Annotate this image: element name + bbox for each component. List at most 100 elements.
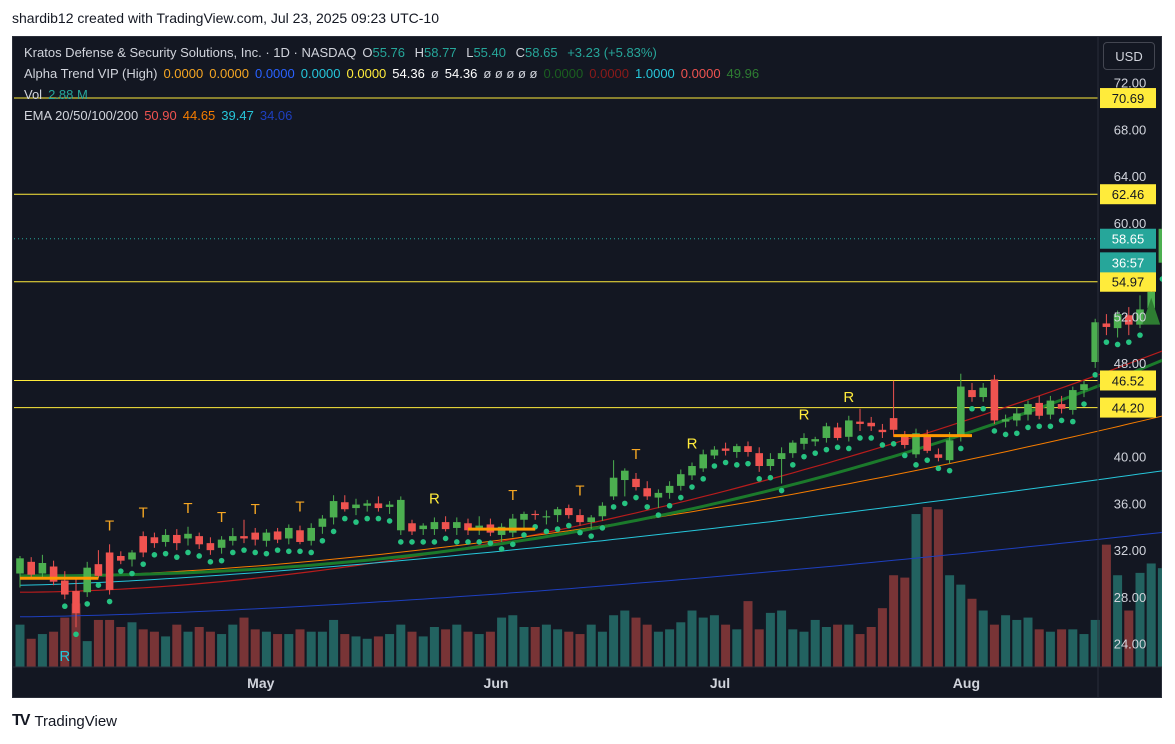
ema-value-1: 44.65 xyxy=(182,108,216,123)
trend-dot xyxy=(935,465,942,472)
symbol-name[interactable]: Kratos Defense & Security Solutions, Inc… xyxy=(24,45,357,60)
level-tag-label: 44.20 xyxy=(1112,401,1145,416)
candle-body xyxy=(430,522,439,530)
ema-20-line xyxy=(20,350,1162,593)
candle-body xyxy=(16,558,24,574)
candle-body xyxy=(195,536,203,545)
signal-label: T xyxy=(217,509,226,526)
trend-dot xyxy=(823,446,830,453)
volume-bar xyxy=(978,610,988,667)
candle-body xyxy=(105,552,114,590)
alpha-trend-value-2: 0.0000 xyxy=(254,66,295,81)
price-chart[interactable]: T T T T T T R T T T R R R R 24.00 28.00 32.00 36.00 40.00 4… xyxy=(12,36,1162,698)
trend-dot xyxy=(330,528,337,535)
candle-body xyxy=(721,448,730,451)
y-tick-label: 52.00 xyxy=(1114,309,1147,324)
candle-body xyxy=(49,566,58,582)
candle-body xyxy=(845,420,853,437)
candle-body xyxy=(352,504,360,509)
alpha-trend-value-5: 54.36 xyxy=(392,66,425,81)
tradingview-logo-icon: TV xyxy=(12,712,31,729)
volume-bar xyxy=(273,634,283,667)
level-tag xyxy=(1100,184,1156,205)
trend-dot xyxy=(1025,424,1031,431)
volume-bar xyxy=(329,619,339,667)
candle-body xyxy=(262,532,271,541)
trend-dot xyxy=(1092,372,1098,378)
tradingview-logo[interactable]: TV TradingView xyxy=(12,712,117,730)
y-tick-label: 72.00 xyxy=(1114,76,1147,91)
ohlc-open: O55.76 xyxy=(362,45,406,60)
volume-bar xyxy=(105,619,115,667)
trend-dot xyxy=(644,504,650,510)
trend-dot xyxy=(857,435,863,441)
volume-bar xyxy=(586,624,596,667)
candle-body xyxy=(1080,384,1088,391)
volume-bar xyxy=(743,601,753,667)
signal-label: T xyxy=(183,500,192,517)
volume-bar xyxy=(1079,634,1089,667)
candle-body xyxy=(139,536,147,553)
alpha-trend-value-6: ø xyxy=(430,66,439,81)
alpha-trend-value-10: 0.0000 xyxy=(589,66,630,81)
y-tick-label: 32.00 xyxy=(1114,543,1147,558)
trend-dot xyxy=(678,494,684,501)
candle-body xyxy=(632,478,640,488)
alpha-trend-value-8: ø ø ø ø ø xyxy=(483,66,538,81)
trend-dot xyxy=(129,570,135,577)
volume-bar xyxy=(564,631,574,667)
y-tick-label: 40.00 xyxy=(1114,450,1147,465)
trend-dot xyxy=(711,463,718,469)
candle-body xyxy=(173,534,181,544)
candle-body xyxy=(766,459,775,467)
candle-body xyxy=(72,591,80,614)
currency-button[interactable]: USD xyxy=(1103,42,1155,70)
candle-body xyxy=(621,470,629,481)
candle-body xyxy=(811,439,819,442)
candle-body xyxy=(27,561,35,575)
candle-body xyxy=(318,518,327,527)
volume-bar xyxy=(485,631,495,667)
legend-volume-line: Vol 2.88 M xyxy=(24,87,94,102)
price-badge xyxy=(1100,252,1156,273)
volume-bar xyxy=(1001,615,1011,667)
level-tag-label: 70.69 xyxy=(1112,91,1145,106)
volume-bar xyxy=(138,629,148,667)
candle-body xyxy=(1001,419,1010,422)
alpha-trend-name[interactable]: Alpha Trend VIP (High) xyxy=(24,66,158,81)
volume-bar xyxy=(295,629,305,667)
candle-body xyxy=(553,509,562,516)
x-tick-label: Jun xyxy=(484,675,509,691)
volume-bar xyxy=(1012,619,1022,667)
trend-dot xyxy=(174,554,180,560)
volume-bar xyxy=(497,617,507,667)
level-tag-label: 62.46 xyxy=(1112,187,1145,202)
volume-bar xyxy=(945,575,955,667)
candle-body xyxy=(789,442,797,454)
volume-bar xyxy=(609,615,619,667)
volume-bar xyxy=(1135,572,1145,667)
signal-label: T xyxy=(631,446,640,463)
trend-dot xyxy=(879,442,886,448)
signal-label: R xyxy=(429,490,440,507)
trend-dot xyxy=(84,601,90,607)
volume-name[interactable]: Vol xyxy=(24,87,43,102)
trend-dot xyxy=(140,561,146,567)
trend-dot xyxy=(599,525,606,531)
tradingview-brand: TradingView xyxy=(34,712,117,730)
ema-name[interactable]: EMA 20/50/100/200 xyxy=(24,108,139,123)
ohlc-close: C58.65 xyxy=(515,45,558,60)
candle-body xyxy=(509,518,517,533)
alpha-trend-value-11: 1.0000 xyxy=(635,66,675,81)
volume-bar xyxy=(37,634,47,667)
candle-body xyxy=(1035,402,1043,416)
trend-dot xyxy=(958,445,964,452)
candle-body xyxy=(856,421,864,424)
volume-bar xyxy=(810,619,820,667)
alpha-trend-value-1: 0.0000 xyxy=(209,66,249,81)
y-tick-label: 36.00 xyxy=(1114,496,1147,511)
volume-bar xyxy=(362,638,372,667)
volume-bar xyxy=(306,631,316,667)
trend-dot xyxy=(1014,430,1020,437)
trend-dot xyxy=(1159,276,1162,282)
